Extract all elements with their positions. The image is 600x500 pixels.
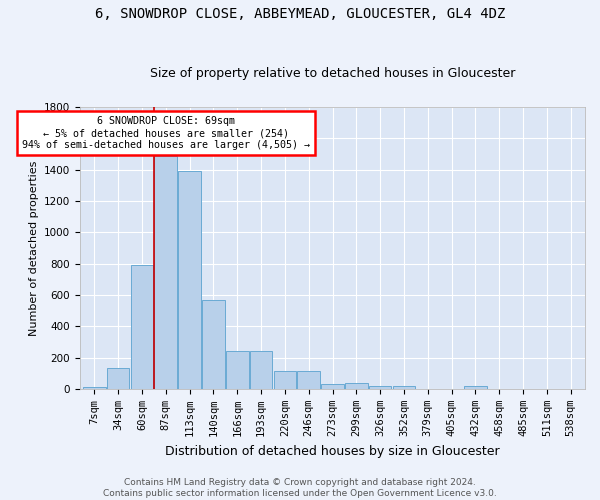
Bar <box>321 384 344 389</box>
Bar <box>345 384 368 389</box>
X-axis label: Distribution of detached houses by size in Gloucester: Distribution of detached houses by size … <box>165 444 500 458</box>
Bar <box>178 172 201 389</box>
Bar <box>154 156 177 389</box>
Bar <box>464 386 487 389</box>
Y-axis label: Number of detached properties: Number of detached properties <box>29 160 38 336</box>
Bar <box>83 386 106 389</box>
Bar <box>107 368 130 389</box>
Bar <box>298 371 320 389</box>
Text: 6, SNOWDROP CLOSE, ABBEYMEAD, GLOUCESTER, GL4 4DZ: 6, SNOWDROP CLOSE, ABBEYMEAD, GLOUCESTER… <box>95 8 505 22</box>
Bar <box>202 300 225 389</box>
Bar <box>369 386 391 389</box>
Bar <box>250 350 272 389</box>
Bar <box>274 371 296 389</box>
Bar <box>226 350 248 389</box>
Title: Size of property relative to detached houses in Gloucester: Size of property relative to detached ho… <box>150 66 515 80</box>
Text: Contains HM Land Registry data © Crown copyright and database right 2024.
Contai: Contains HM Land Registry data © Crown c… <box>103 478 497 498</box>
Bar <box>392 386 415 389</box>
Text: 6 SNOWDROP CLOSE: 69sqm
← 5% of detached houses are smaller (254)
94% of semi-de: 6 SNOWDROP CLOSE: 69sqm ← 5% of detached… <box>22 116 310 150</box>
Bar <box>131 265 153 389</box>
